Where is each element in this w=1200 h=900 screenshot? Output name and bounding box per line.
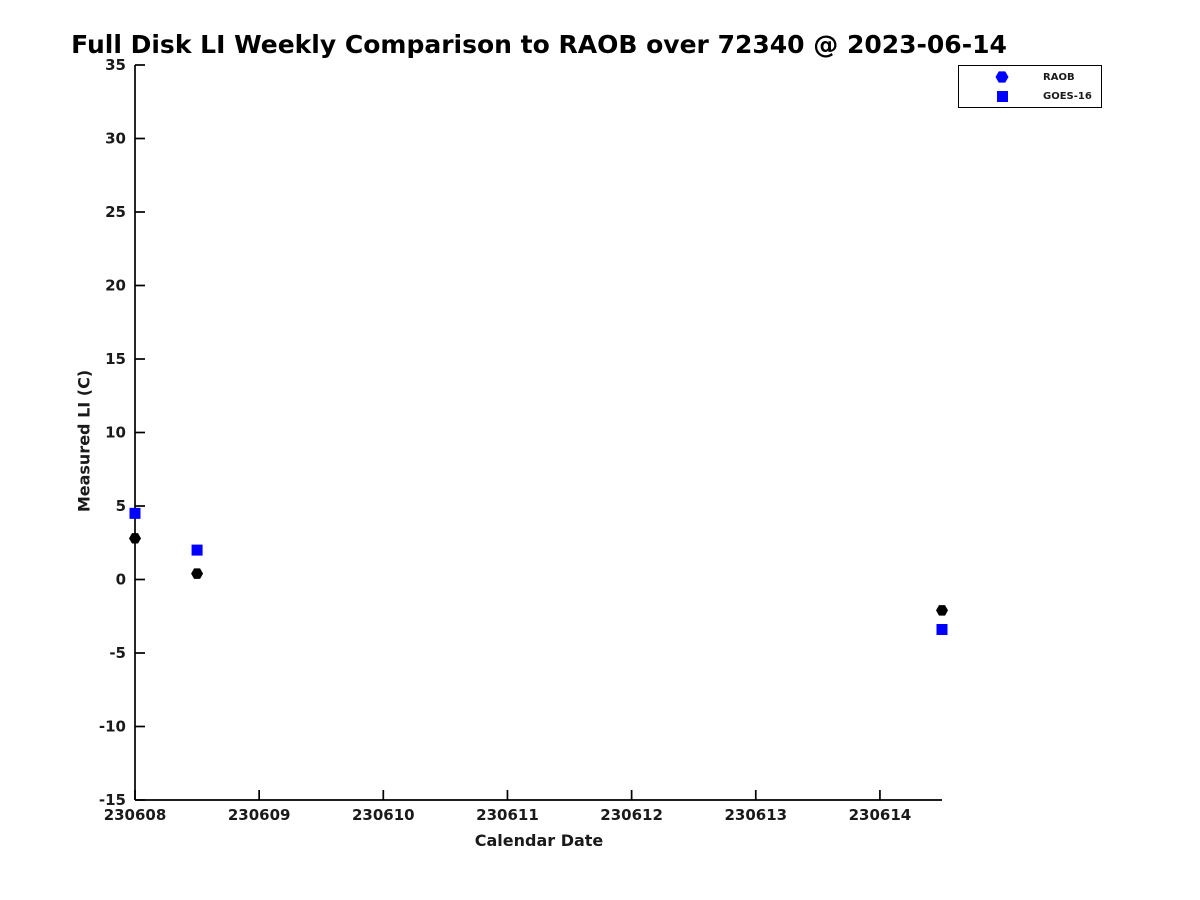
y-tick-label: 35 (105, 56, 126, 74)
data-point-raob (191, 568, 204, 579)
data-point-goes-16 (191, 544, 203, 556)
legend-label-raob: RAOB (1043, 71, 1075, 83)
y-tick-label: -10 (99, 718, 126, 736)
y-tick-label: 15 (105, 350, 126, 368)
x-tick-label: 230614 (849, 806, 912, 824)
x-tick-label: 230608 (104, 806, 167, 824)
data-point-raob (936, 605, 948, 616)
x-tick-label: 230612 (600, 806, 663, 824)
y-tick-label: 25 (105, 203, 126, 221)
legend-item-goes16: GOES-16 (959, 88, 1101, 105)
legend: RAOB GOES-16 (958, 65, 1102, 108)
data-point-raob (129, 533, 141, 544)
y-tick-label: 5 (116, 497, 126, 515)
y-tick-label: 20 (105, 277, 126, 295)
y-tick-label: -15 (99, 791, 126, 809)
x-tick-label: 230613 (724, 806, 787, 824)
hexagon-marker-icon (995, 70, 1009, 84)
data-point-goes-16 (936, 623, 948, 635)
x-tick-label: 230609 (228, 806, 291, 824)
y-tick-label: 0 (116, 571, 126, 589)
chart-title: Full Disk LI Weekly Comparison to RAOB o… (71, 30, 1007, 59)
legend-item-raob: RAOB (959, 69, 1101, 86)
legend-label-goes16: GOES-16 (1043, 90, 1092, 102)
data-point-goes-16 (129, 507, 141, 519)
y-axis-label: Measured LI (C) (74, 369, 94, 513)
y-tick-label: 30 (105, 130, 126, 148)
square-marker-icon (995, 89, 1009, 103)
y-tick-label: -5 (109, 644, 126, 662)
x-tick-label: 230611 (476, 806, 539, 824)
x-tick-label: 230610 (352, 806, 415, 824)
x-axis-label: Calendar Date (474, 831, 604, 850)
y-tick-label: 10 (105, 424, 126, 442)
